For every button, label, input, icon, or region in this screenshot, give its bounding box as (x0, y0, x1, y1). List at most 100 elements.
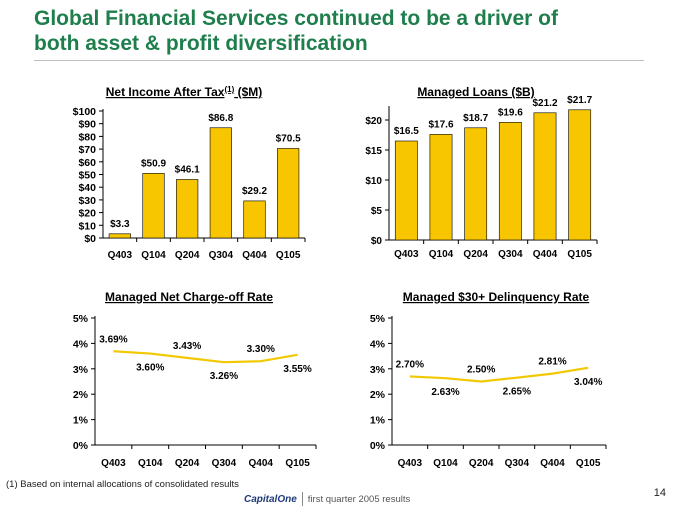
x-tick-label: Q404 (242, 250, 267, 261)
y-tick-label: $70 (78, 144, 96, 156)
charge-off-chart-group: Managed Net Charge-off Rate 0% 1% 2% 3% 4% 5% Q… (73, 290, 317, 469)
y-tick-label: 3% (73, 364, 89, 376)
y-tick-label: 1% (73, 415, 89, 427)
data-label: 3.69% (99, 334, 127, 345)
managed-loans-chart-group: Managed Loans ($B) $0 $5 $10 $15 $20 Q403 Q104 Q… (365, 85, 598, 260)
data-label: $16.5 (394, 126, 419, 137)
y-tick-label: $15 (365, 146, 382, 157)
y-tick-label: 2% (370, 389, 386, 401)
bar (394, 140, 418, 241)
data-label: $17.6 (428, 119, 453, 130)
brand-footer: CapitalOne first quarter 2005 results (244, 492, 410, 506)
data-label: 3.04% (574, 377, 602, 388)
y-tick-label: 4% (370, 338, 386, 350)
x-tick-label: Q404 (249, 458, 274, 469)
y-tick-label: $100 (73, 106, 97, 118)
bar (209, 127, 232, 239)
y-tick-label: $80 (78, 131, 96, 143)
bar (498, 122, 522, 241)
y-tick-label: $10 (365, 176, 382, 187)
y-tick-label: $50 (78, 170, 96, 182)
data-label: 2.70% (396, 359, 424, 370)
chart-title-superscript: (1) (224, 85, 234, 94)
bar (142, 173, 165, 239)
title-divider (34, 60, 644, 61)
x-tick-label: Q204 (175, 250, 200, 261)
x-tick-label: Q104 (433, 458, 458, 469)
series-line (113, 350, 298, 364)
y-tick-label: $20 (365, 116, 382, 127)
page-number: 14 (653, 487, 666, 499)
x-tick-label: Q104 (141, 250, 166, 261)
x-tick-label: Q105 (567, 249, 592, 260)
x-tick-label: Q304 (498, 249, 523, 260)
y-tick-label: 0% (370, 440, 386, 452)
managed-loans-chart-title: Managed Loans ($B) (417, 85, 534, 99)
data-label: 3.26% (210, 371, 238, 382)
x-tick-label: Q105 (285, 458, 310, 469)
x-tick-label: Q204 (469, 458, 494, 469)
x-tick-label: Q104 (429, 249, 454, 260)
data-label: $18.7 (463, 113, 488, 124)
y-tick-label: 0% (73, 440, 89, 452)
x-tick-label: Q404 (533, 249, 558, 260)
x-tick-label: Q304 (212, 458, 237, 469)
net-income-chart-title: Net Income After Tax(1) ($M) (106, 85, 262, 99)
y-tick-label: $30 (78, 195, 96, 207)
data-label: $46.1 (175, 164, 200, 175)
x-tick-label: Q304 (209, 250, 234, 261)
y-tick-label: $60 (78, 157, 96, 169)
chart-title-text: Net Income After Tax (106, 85, 225, 99)
data-label: 3.43% (173, 341, 201, 352)
y-tick-label: $40 (78, 182, 96, 194)
bar (108, 233, 131, 239)
data-label: $29.2 (242, 186, 267, 197)
chart-title-unit: ($M) (234, 85, 262, 99)
slide-title-line2: both asset & profit diversification (34, 32, 368, 55)
data-label: 2.65% (503, 387, 531, 398)
data-label: 2.81% (538, 357, 566, 368)
bar (277, 148, 300, 239)
slide-title-line1: Global Financial Services continued to b… (34, 7, 558, 30)
bar (464, 127, 488, 241)
data-label: 3.60% (136, 363, 164, 374)
x-tick-label: Q105 (576, 458, 601, 469)
x-tick-label: Q204 (175, 458, 200, 469)
y-tick-label: 1% (370, 415, 386, 427)
x-tick-label: Q403 (101, 458, 126, 469)
series-line (409, 366, 589, 383)
x-tick-label: Q104 (138, 458, 163, 469)
brand-tagline: first quarter 2005 results (307, 493, 411, 505)
delinquency-chart-group: Managed $30+ Delinquency Rate 0% 1% 2% 3% 4% 5… (370, 290, 607, 469)
bar (568, 109, 592, 241)
bar (533, 112, 557, 241)
data-label: $86.8 (208, 113, 233, 124)
x-tick-label: Q403 (108, 250, 133, 261)
y-tick-label: 3% (370, 364, 386, 376)
y-tick-label: $10 (78, 220, 96, 232)
bar (176, 179, 199, 239)
y-tick-label: $0 (84, 233, 96, 245)
footnote: (1) Based on internal allocations of con… (6, 479, 239, 490)
y-tick-label: $5 (371, 206, 383, 217)
brand-separator (301, 492, 303, 506)
data-label: $70.5 (276, 133, 301, 144)
data-label: $21.7 (567, 95, 592, 106)
y-tick-label: 5% (370, 313, 386, 325)
charge-off-chart-title: Managed Net Charge-off Rate (105, 290, 273, 304)
y-tick-label: 5% (73, 313, 89, 325)
x-tick-label: Q204 (463, 249, 488, 260)
data-label: $3.3 (110, 219, 130, 230)
x-tick-label: Q105 (276, 250, 301, 261)
data-label: 3.55% (283, 364, 311, 375)
data-label: 3.30% (247, 344, 275, 355)
data-label: $21.2 (532, 98, 557, 109)
y-tick-label: 2% (73, 389, 89, 401)
y-tick-label: $90 (78, 119, 96, 131)
capital-one-logo: CapitalOne (244, 493, 297, 505)
slide-title: Global Financial Services continued to b… (34, 6, 654, 56)
data-label: $50.9 (141, 158, 166, 169)
data-label: 2.50% (467, 365, 495, 376)
x-tick-label: Q404 (540, 458, 565, 469)
